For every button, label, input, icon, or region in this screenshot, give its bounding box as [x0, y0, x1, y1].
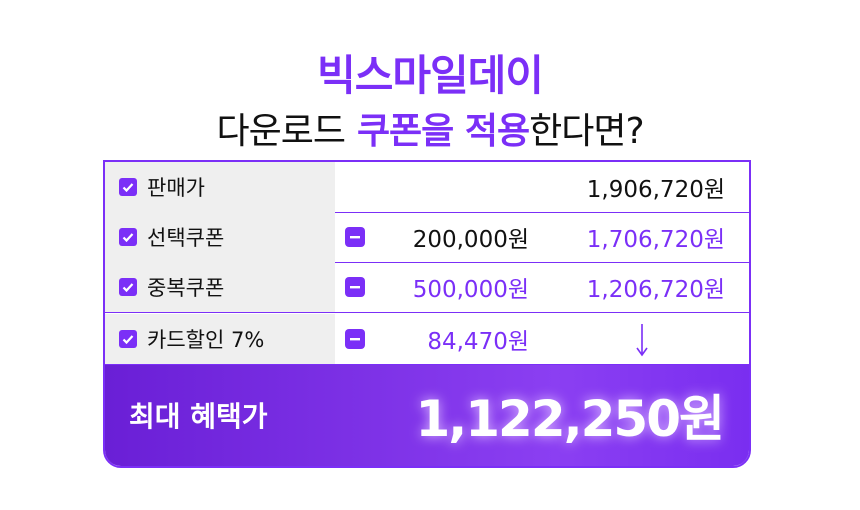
row-label-text: 판매가	[147, 176, 205, 200]
minus-icon	[345, 277, 365, 297]
checkbox	[119, 330, 137, 348]
table-row: 카드할인 7% 84,470원	[105, 314, 749, 365]
total-price: 1,122,250원	[415, 390, 725, 448]
row-label: 카드할인 7%	[105, 314, 335, 364]
title: 빅스마일데이	[317, 51, 544, 100]
minus-icon	[345, 227, 365, 247]
row-price: 1,706,720원	[586, 227, 725, 253]
checkbox	[119, 278, 137, 296]
minus-icon	[345, 329, 365, 349]
row-label: 중복쿠폰	[105, 262, 335, 312]
discount-text: 500,000원	[412, 277, 529, 303]
discount-text: 200,000원	[412, 227, 529, 253]
subtitle-text: 다운로드	[216, 111, 345, 152]
checkbox	[119, 228, 137, 246]
discount: 84,470원	[345, 314, 529, 364]
discount: 500,000원	[345, 262, 529, 312]
checkbox	[119, 178, 137, 196]
row-price: 1,206,720원	[586, 277, 725, 303]
table-row: 중복쿠폰 500,000원 1,206,720원	[105, 262, 749, 313]
row-label: 판매가	[105, 162, 335, 212]
row-label-text: 중복쿠폰	[147, 276, 225, 300]
table-row: 판매가 1,906,720원	[105, 162, 749, 213]
subtitle-highlight: 쿠폰을 적용	[356, 111, 530, 152]
row-label-text: 선택쿠폰	[147, 226, 225, 250]
row-label: 선택쿠폰	[105, 212, 335, 262]
row-label-text: 카드할인 7%	[147, 328, 265, 352]
total-label: 최대 혜택가	[129, 400, 268, 433]
discount-text: 84,470원	[427, 329, 529, 355]
total-bar: 최대 혜택가 1,122,250원	[105, 364, 749, 466]
table-row: 선택쿠폰 200,000원 1,706,720원	[105, 212, 749, 263]
row-price: 1,906,720원	[586, 177, 725, 203]
subtitle-text: 한다면?	[529, 111, 644, 152]
discount: 200,000원	[345, 212, 529, 262]
down-arrow	[636, 324, 648, 357]
subtitle: 다운로드 쿠폰을 적용한다면?	[0, 102, 860, 154]
